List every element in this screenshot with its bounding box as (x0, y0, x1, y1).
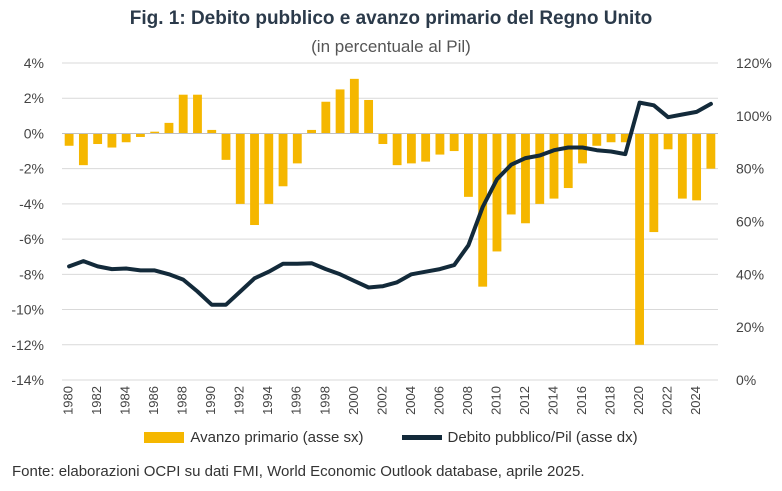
legend-item-line: Debito pubblico/Pil (asse dx) (401, 429, 638, 446)
bar (349, 78, 359, 134)
bar (178, 94, 188, 134)
x-tick-label: 2016 (574, 386, 589, 415)
x-tick-label: 2000 (346, 386, 361, 415)
bar (506, 133, 516, 215)
bar (535, 133, 545, 204)
bar (121, 133, 131, 143)
y-right-tick-label: 120% (736, 55, 772, 71)
bar (492, 133, 502, 252)
x-tick-label: 2002 (374, 386, 389, 415)
bar (378, 133, 388, 145)
x-tick-label: 2008 (460, 386, 475, 415)
bar (335, 89, 345, 134)
bar (292, 133, 302, 164)
bar (93, 133, 103, 145)
bar (64, 133, 74, 146)
debt-line (67, 100, 713, 307)
x-tick-label: 2024 (688, 386, 703, 415)
bar (563, 133, 573, 189)
bar (435, 133, 445, 155)
x-tick-label: 2006 (431, 386, 446, 415)
bar (521, 133, 530, 224)
y-left-tick-label: -10% (11, 302, 44, 318)
x-tick-label: 2014 (545, 386, 560, 415)
bar (649, 133, 659, 233)
y-right-tick-label: 80% (736, 161, 764, 177)
bar (406, 133, 416, 164)
bar (663, 133, 673, 150)
y-right-tick-label: 40% (736, 266, 764, 282)
y-right-tick-label: 100% (736, 108, 772, 124)
chart-title: Fig. 1: Debito pubblico e avanzo primari… (129, 8, 653, 29)
y-left-tick-label: -6% (19, 231, 44, 247)
y-right-tick-label: 0% (736, 372, 756, 388)
x-tick-label: 1984 (118, 386, 133, 415)
x-tick-label: 2020 (631, 386, 646, 415)
y-right-tick-label: 20% (736, 319, 764, 335)
legend-item-bars: Avanzo primario (asse sx) (144, 429, 364, 446)
x-tick-label: 2022 (660, 386, 675, 415)
x-tick-label: 1982 (89, 386, 104, 415)
bar (264, 133, 274, 204)
x-tick-label: 1998 (317, 386, 332, 415)
bar (78, 133, 88, 166)
bar (278, 133, 288, 187)
x-tick-label: 1992 (232, 386, 247, 415)
x-tick-label: 1994 (260, 386, 275, 415)
bar (250, 133, 259, 226)
bar (635, 133, 644, 345)
bar (150, 131, 160, 134)
y-left-tick-label: 4% (24, 55, 44, 71)
legend-label-line: Debito pubblico/Pil (asse dx) (447, 429, 638, 446)
x-tick-label: 1980 (61, 386, 76, 415)
bar (107, 133, 117, 148)
legend-swatch-line (401, 435, 442, 440)
x-tick-label: 2010 (488, 386, 503, 415)
bar (307, 129, 316, 134)
chart-legend: Avanzo primario (asse sx) Debito pubblic… (0, 429, 782, 446)
bar (193, 94, 202, 134)
y-left-tick-label: -12% (11, 337, 44, 353)
x-tick-label: 2018 (602, 386, 617, 415)
bar (464, 133, 473, 197)
bar (692, 133, 702, 201)
bar (235, 133, 245, 204)
y-left-tick-label: 2% (24, 90, 44, 106)
bar (164, 122, 174, 134)
bar (606, 133, 616, 143)
y-left-tick-label: 0% (24, 125, 44, 141)
chart-subtitle: (in percentuale al Pil) (311, 37, 471, 56)
y-left-tick-label: -8% (19, 266, 44, 282)
x-tick-label: 1996 (289, 386, 304, 415)
bar (321, 101, 331, 134)
bar (392, 133, 402, 166)
y-right-tick-label: 60% (736, 214, 764, 230)
legend-label-bars: Avanzo primario (asse sx) (190, 429, 364, 446)
bar (620, 133, 630, 143)
bar (677, 133, 687, 199)
bar (706, 133, 716, 169)
y-left-tick-label: -14% (11, 372, 44, 388)
bar (364, 99, 374, 134)
bar (221, 133, 231, 160)
bar (449, 133, 459, 152)
bar (421, 133, 431, 162)
bar (592, 133, 602, 146)
source-note: Fonte: elaborazioni OCPI su dati FMI, Wo… (12, 463, 585, 480)
y-left-tick-label: -2% (19, 161, 44, 177)
x-tick-label: 2004 (403, 386, 418, 415)
bar (549, 133, 559, 199)
bar (136, 133, 145, 137)
bar (207, 129, 217, 134)
legend-swatch-bars (144, 432, 185, 443)
x-tick-label: 1990 (203, 386, 218, 415)
x-tick-label: 1988 (175, 386, 190, 415)
y-left-tick-label: -4% (19, 196, 44, 212)
x-tick-label: 1986 (146, 386, 161, 415)
x-tick-label: 2012 (517, 386, 532, 415)
